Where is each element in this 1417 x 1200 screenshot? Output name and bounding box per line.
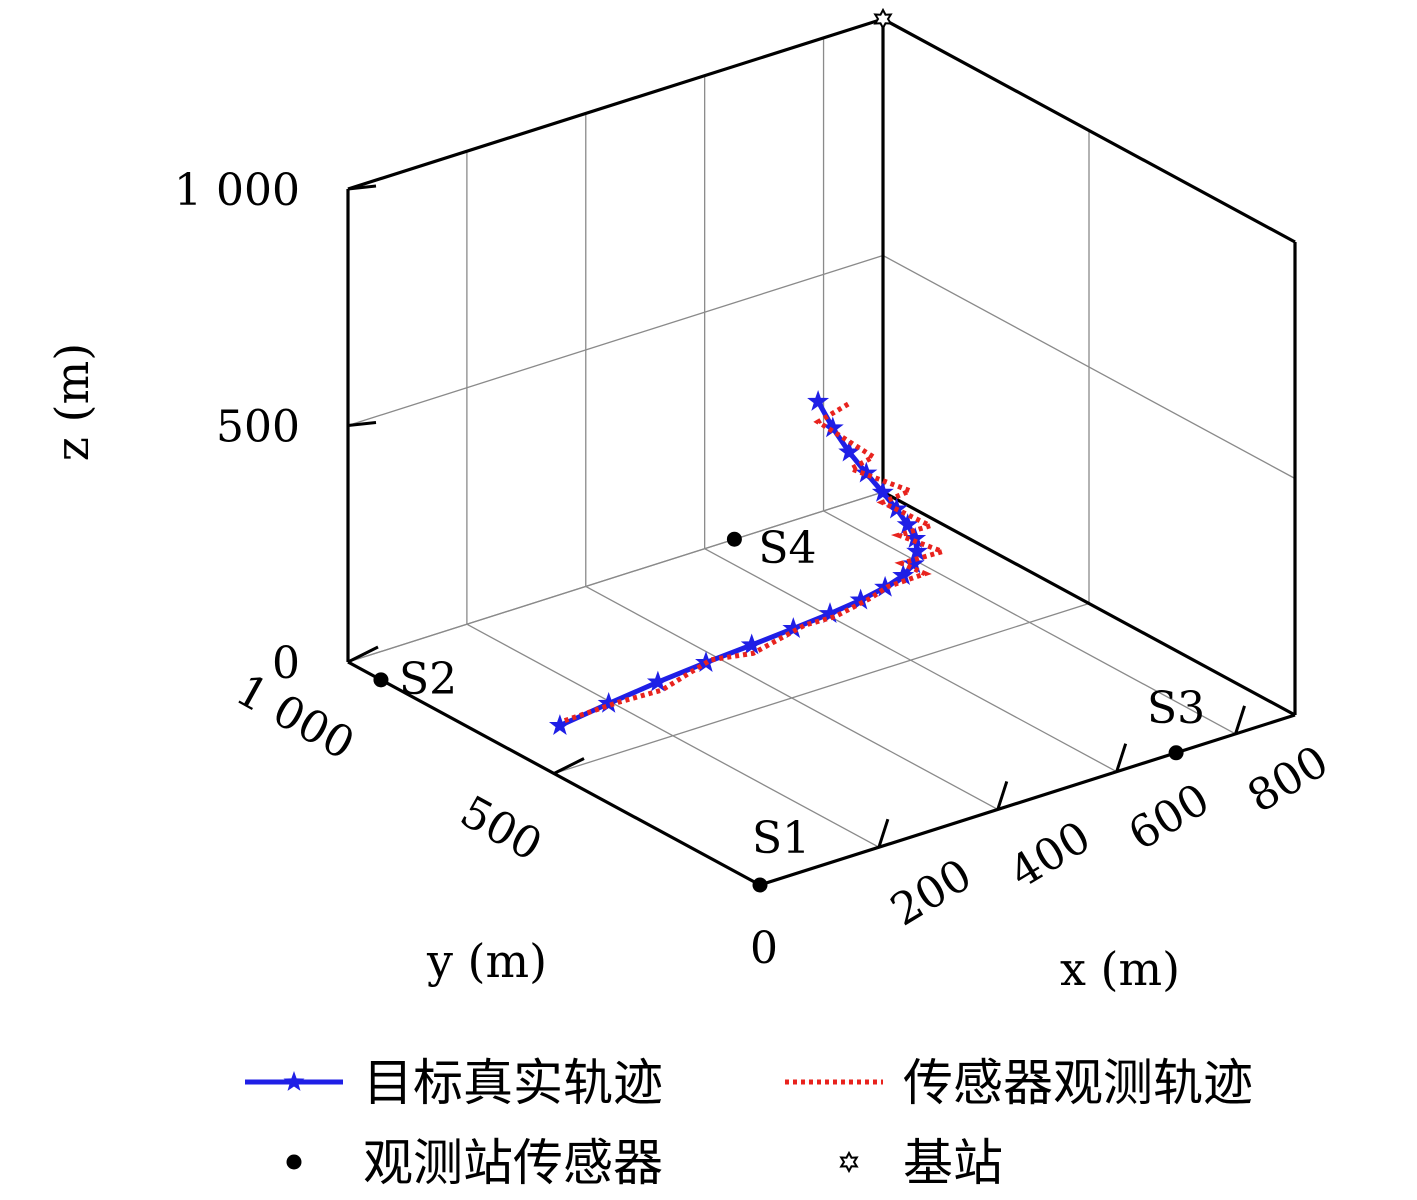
station-label: S4 [758,523,816,574]
box-edge [882,17,1296,244]
true-trajectory-marker [855,461,878,483]
true-trajectory-marker [902,552,925,574]
z-tick-label: 1 000 [174,165,300,216]
z-axis-label: z (m) [45,343,99,461]
station-dot [752,877,768,893]
true-trajectory-marker [807,389,830,411]
legend-item: 目标真实轨迹 [245,1054,663,1112]
x-tick-label: 400 [1001,812,1099,899]
z-tick-mark [347,184,377,191]
legend-item: 传感器观测轨迹 [785,1054,1253,1112]
grid-line [882,254,1296,480]
x-tick-label: 200 [882,849,980,936]
legend-item: 基站 [839,1134,1003,1192]
grid-line [347,254,884,427]
legend-label: 传感器观测轨迹 [903,1054,1253,1112]
z-tick-label: 500 [216,402,300,453]
z-tick-label: 0 [272,638,300,689]
legend-item: 观测站传感器 [286,1134,663,1192]
station-label: S2 [399,654,457,705]
true-trajectory-marker [646,670,669,692]
data-series [548,389,951,735]
observed-trajectory-line [563,401,951,723]
grid-line [553,602,1090,775]
y-axis-label: y (m) [426,934,547,988]
station-dot [726,531,742,547]
legend-swatch-dot [286,1154,302,1170]
y-tick-label: 0 [750,923,778,974]
true-trajectory-marker [548,714,571,735]
station-dot [373,672,389,688]
station-label: S3 [1147,683,1205,734]
true-trajectory-marker [874,575,897,597]
x-axis-label: x (m) [1060,942,1180,996]
legend-swatch-hexagram [839,1150,859,1174]
grid-lines [347,18,1296,886]
true-trajectory-marker [597,691,620,713]
axes-box [346,17,1297,887]
z-tick-mark [347,421,377,427]
x-tick-mark [996,780,1009,810]
box-edge [347,17,884,191]
legend-swatch-star [283,1071,305,1091]
y-tick-mark [553,757,585,775]
true-trajectory-marker [896,513,919,535]
station-markers: S1 S2 S3 S4 [373,7,1205,893]
y-tick-mark [347,645,379,664]
x-tick-mark [1234,705,1246,735]
box-edge [759,713,1296,887]
station-label: S1 [752,813,810,864]
y-tick-label: 500 [452,786,550,871]
station-dot [1168,745,1184,761]
true-trajectory-marker [740,633,763,655]
legend-label: 基站 [903,1134,1003,1192]
x-tick-label: 800 [1239,736,1337,823]
legend-label: 目标真实轨迹 [363,1054,663,1112]
x-tick-mark [877,818,890,848]
x-tick-mark [1115,743,1128,773]
base-station-marker [873,7,893,31]
true-trajectory-marker [906,539,929,561]
true-trajectory-marker [819,602,841,624]
grid-line [347,491,884,663]
box-edge [882,490,1296,717]
true-trajectory-marker [871,480,894,502]
legend-label: 观测站传感器 [363,1134,663,1192]
x-tick-label: 600 [1120,774,1218,861]
